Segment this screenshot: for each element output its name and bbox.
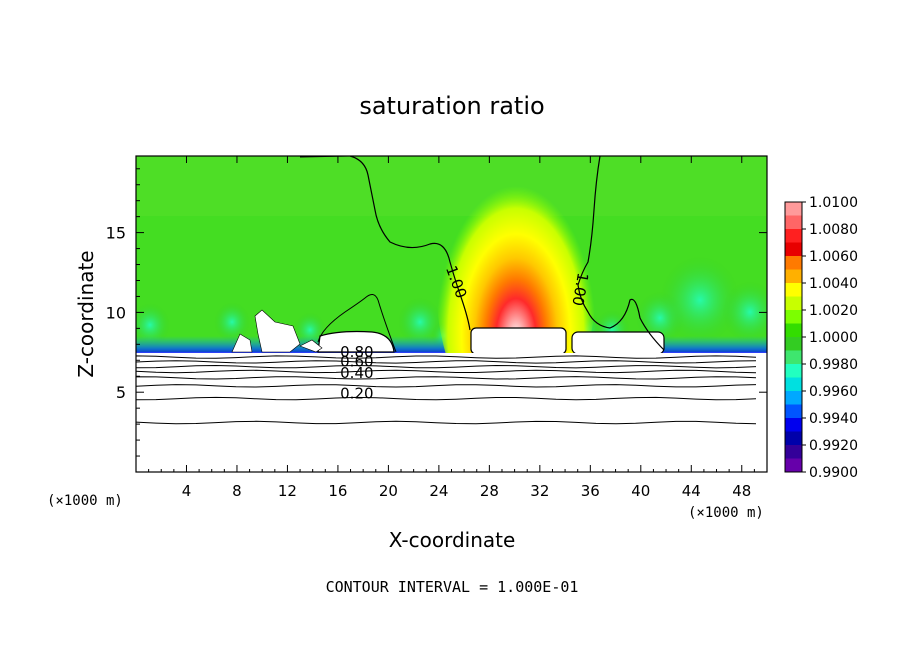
cyan-region — [398, 297, 442, 347]
x-axis-ticks: 4 8 12 16 20 24 28 32 36 40 44 48 — [148, 156, 755, 500]
colorbar-label: 1.0080 — [809, 222, 858, 238]
cloud-scatter-1 — [254, 309, 301, 353]
colorbar-swatch — [785, 215, 802, 230]
colorbar-swatch — [785, 310, 802, 324]
contour-left-1.00 — [349, 156, 471, 331]
colorbar-label: 0.9980 — [809, 357, 858, 373]
colorbar-label: 1.0040 — [809, 276, 858, 292]
cyan-region — [136, 303, 170, 347]
x-tick-label: 28 — [480, 482, 499, 500]
colorbar-swatch — [785, 337, 802, 351]
x-tick-label: 48 — [732, 482, 751, 500]
x-tick-label: 16 — [328, 482, 347, 500]
colorbar-swatch — [785, 202, 802, 216]
horizontal-contours — [136, 355, 757, 425]
colorbar-swatch — [785, 296, 802, 311]
cyan-region — [722, 281, 767, 343]
cloud-block-center — [470, 327, 567, 355]
y-tick-label: 15 — [106, 224, 126, 243]
contour-line — [136, 355, 757, 359]
colorbar-swatch — [785, 377, 802, 392]
colorbar-swatch — [785, 391, 802, 405]
x-tick-label: 8 — [232, 482, 242, 500]
cloud-regions — [231, 309, 665, 355]
colorbar-swatch — [785, 229, 802, 243]
contour-label: 0.40 — [340, 364, 373, 382]
plot-area — [136, 156, 767, 472]
contour-line — [136, 420, 757, 425]
contour-right-1.00 — [577, 156, 665, 351]
contour-label: 0.20 — [340, 385, 373, 403]
colorbar-label: 0.9940 — [809, 411, 858, 427]
x-tick-label: 4 — [182, 482, 192, 500]
x-unit-label: (×1000 m) — [688, 505, 764, 521]
contour-line — [136, 396, 757, 401]
x-tick-label: 32 — [530, 482, 549, 500]
y-axis-ticks: 5 10 15 — [106, 168, 767, 457]
colorbar-label: 1.0000 — [809, 330, 858, 346]
cloud-block-right — [571, 331, 665, 355]
colorbar: 1.0100 1.0080 1.0060 1.0040 1.0020 1.0000 0.99… — [784, 195, 858, 481]
contour-label: 1.00 — [568, 271, 592, 307]
contour-line — [136, 384, 757, 388]
contour-line — [136, 376, 757, 380]
x-tick-label: 24 — [429, 482, 448, 500]
cyan-region — [660, 256, 740, 344]
contour-line — [136, 364, 757, 369]
contour-line — [136, 369, 757, 374]
colorbar-swatch — [785, 283, 802, 297]
cloud-scatter-3 — [299, 339, 323, 353]
colorbar-swatch — [785, 431, 802, 446]
colorbar-swatch — [785, 458, 802, 473]
colorbar-swatch — [785, 269, 802, 284]
y-axis-label: Z-coordinate — [74, 250, 98, 377]
colorbar-swatch — [785, 418, 802, 432]
cloud-scatter-2 — [231, 333, 253, 353]
colorbar-swatch — [785, 364, 802, 378]
contour-label: 0.80 — [340, 343, 373, 361]
colorbar-swatch — [785, 445, 802, 459]
y-unit-label: (×1000 m) — [47, 493, 123, 509]
chart-title: saturation ratio — [359, 92, 544, 120]
contour-label: 0.60 — [340, 353, 373, 371]
contour-line — [136, 360, 757, 364]
colorbar-swatch — [785, 242, 802, 257]
colorbar-label: 1.0020 — [809, 303, 858, 319]
contour-interval-footer: CONTOUR INTERVAL = 1.000E-01 — [326, 578, 579, 596]
colorbar-label: 1.0100 — [809, 195, 858, 211]
x-tick-label: 36 — [581, 482, 600, 500]
colorbar-swatch — [785, 350, 802, 365]
colorbar-label: 0.9900 — [809, 465, 858, 481]
colorbar-swatch — [785, 323, 802, 338]
cloud-block-left — [317, 330, 395, 353]
x-axis-label: X-coordinate — [389, 528, 516, 552]
colorbar-label: 1.0060 — [809, 249, 858, 265]
x-tick-label: 20 — [379, 482, 398, 500]
y-tick-label: 10 — [106, 303, 126, 322]
colorbar-swatch — [785, 404, 802, 419]
colorbar-label: 0.9920 — [809, 438, 858, 454]
x-tick-label: 40 — [631, 482, 650, 500]
x-tick-label: 12 — [278, 482, 297, 500]
colorbar-label: 0.9960 — [809, 384, 858, 400]
x-tick-label: 44 — [682, 482, 701, 500]
colorbar-swatch — [785, 256, 802, 270]
contour-mid-left — [317, 294, 397, 353]
y-tick-label: 5 — [116, 383, 126, 402]
cyan-region — [214, 302, 250, 342]
